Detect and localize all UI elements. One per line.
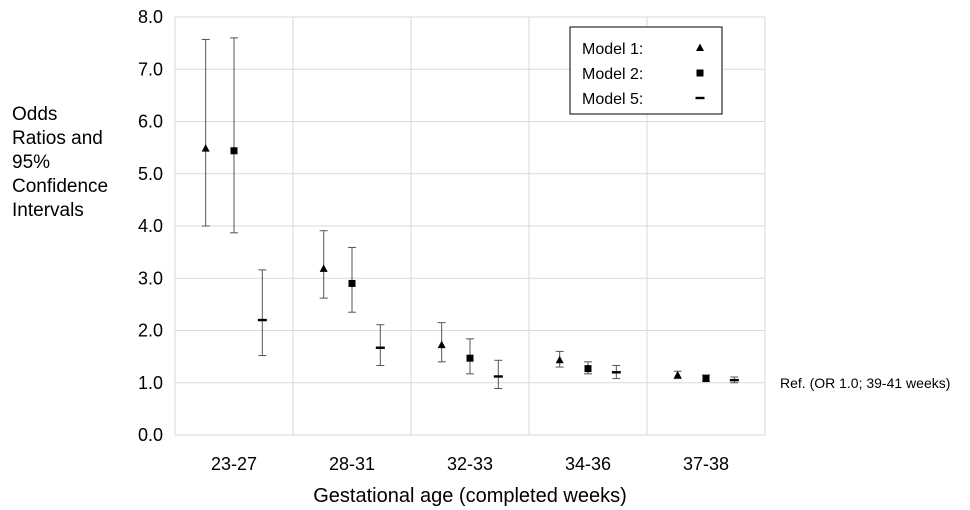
point-estimate-marker [584, 365, 592, 373]
point-estimate-marker [437, 340, 446, 349]
point-estimate-marker [493, 375, 503, 378]
y-axis-label: Odds Ratios and 95% Confidence Intervals [12, 103, 142, 223]
y-tick-label: 1.0 [138, 373, 163, 393]
x-tick-label: 23-27 [211, 454, 257, 474]
legend-label: Model 5: [582, 91, 643, 108]
y-tick-label: 7.0 [138, 59, 163, 79]
point-estimate-marker [466, 354, 474, 362]
y-axis-label-line: 95% [12, 152, 51, 173]
y-tick-label: 2.0 [138, 321, 163, 341]
y-tick-label: 3.0 [138, 268, 163, 288]
legend-marker [695, 96, 705, 100]
legend-label: Model 2: [582, 66, 643, 83]
y-tick-label: 4.0 [138, 216, 163, 236]
reference-label: Ref. (OR 1.0; 39-41 weeks) [780, 375, 950, 391]
x-tick-label: 34-36 [565, 454, 611, 474]
y-axis-label-line: Odds [12, 104, 58, 125]
legend-marker [696, 69, 704, 77]
point-estimate-marker [375, 346, 385, 349]
y-tick-label: 5.0 [138, 164, 163, 184]
point-estimate-marker [673, 370, 682, 379]
y-axis-label-line: Intervals [12, 200, 84, 221]
x-tick-label: 32-33 [447, 454, 493, 474]
legend-marker [696, 43, 704, 51]
point-estimate-marker [319, 264, 328, 272]
x-tick-label: 37-38 [683, 454, 729, 474]
point-estimate-marker [348, 279, 356, 287]
point-estimate-marker [611, 371, 621, 374]
point-estimate-marker [702, 375, 710, 383]
point-estimate-marker [230, 147, 238, 155]
point-estimate-marker [729, 378, 739, 382]
x-axis-title: Gestational age (completed weeks) [313, 485, 627, 507]
point-estimate-marker [555, 355, 564, 364]
x-tick-label: 28-31 [329, 454, 375, 474]
y-axis-label-line: Ratios and [12, 128, 103, 149]
point-estimate-marker [257, 318, 267, 322]
point-estimate-marker [201, 144, 210, 152]
y-tick-label: 0.0 [138, 425, 163, 445]
y-tick-label: 8.0 [138, 7, 163, 27]
y-tick-label: 6.0 [138, 112, 163, 132]
legend-label: Model 1: [582, 41, 643, 58]
y-axis-label-line: Confidence [12, 176, 109, 197]
